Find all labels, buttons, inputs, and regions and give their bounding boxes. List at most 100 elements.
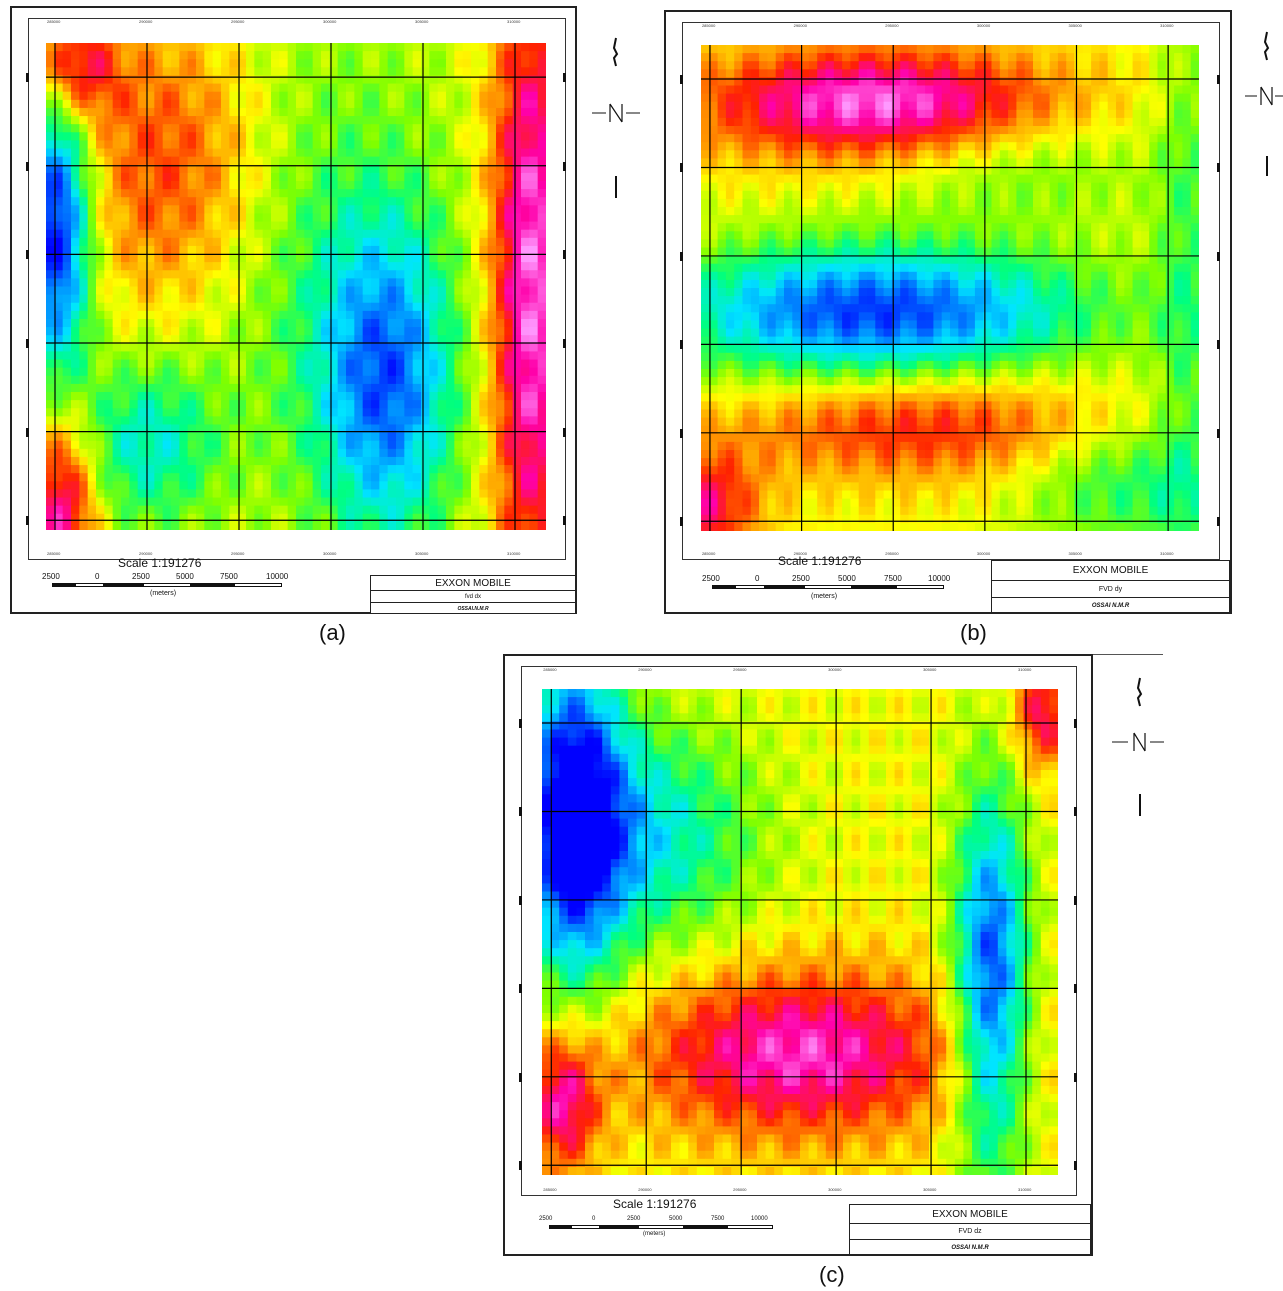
map-cell — [512, 416, 522, 426]
map-cell — [701, 134, 710, 143]
map-cell — [817, 182, 827, 192]
map-cell — [742, 101, 752, 111]
map-cell — [329, 270, 339, 279]
map-cell — [446, 237, 455, 247]
map-cell — [1016, 215, 1026, 224]
map-cell — [171, 416, 180, 426]
map-cell — [454, 513, 464, 523]
map-cell — [925, 126, 934, 135]
map-cell — [171, 124, 180, 133]
map-cell — [204, 375, 214, 385]
map-cell — [750, 223, 760, 232]
map-cell — [437, 513, 447, 523]
map-cell — [329, 189, 339, 198]
map-cell — [162, 164, 172, 174]
map-cell — [179, 172, 189, 182]
map-cell — [1107, 207, 1117, 216]
map-cell — [262, 91, 272, 101]
map-cell — [146, 440, 155, 450]
map-cell — [734, 142, 744, 151]
map-cell — [237, 99, 247, 109]
map-cell — [521, 513, 530, 523]
map-cell — [79, 91, 89, 101]
map-cell — [504, 221, 514, 231]
map-cell — [808, 109, 818, 119]
map-cell — [1074, 198, 1084, 208]
map-cell — [254, 473, 264, 482]
map-cell — [62, 51, 72, 60]
map-cell — [271, 318, 280, 328]
map-cell — [304, 172, 314, 182]
map-cell — [496, 440, 505, 450]
map-cell — [900, 166, 910, 176]
map-cell — [396, 91, 405, 101]
map-cell — [104, 473, 114, 482]
map-cell — [62, 148, 72, 158]
map-cell — [137, 245, 147, 255]
map-cell — [775, 101, 785, 111]
map-cell — [784, 85, 793, 95]
map-cell — [137, 481, 147, 491]
map-cell — [337, 481, 347, 491]
map-cell — [462, 318, 472, 328]
map-cell — [1116, 207, 1125, 216]
map-cell — [387, 392, 397, 401]
map-cell — [396, 245, 405, 255]
map-cell — [271, 237, 280, 247]
map-cell — [471, 99, 480, 109]
map-cell — [137, 294, 147, 304]
map-cell — [187, 270, 197, 279]
map-cell — [262, 180, 272, 190]
map-cell — [471, 310, 480, 320]
map-cell — [79, 302, 89, 312]
map-cell — [462, 416, 472, 426]
map-cell — [62, 448, 72, 458]
map-cell — [429, 327, 439, 336]
map-cell — [1016, 93, 1026, 103]
map-cell — [529, 440, 539, 450]
map-cell — [237, 335, 247, 344]
map-cell — [54, 229, 64, 239]
map-cell — [925, 182, 934, 192]
map-cell — [146, 189, 155, 198]
map-cell — [1140, 109, 1150, 119]
map-cell — [521, 189, 530, 198]
map-cell — [1082, 198, 1092, 208]
map-cell — [1008, 77, 1017, 87]
map-cell — [346, 59, 355, 68]
map-cell — [246, 481, 255, 491]
map-cell — [321, 456, 330, 466]
map-cell — [154, 132, 164, 141]
map-cell — [454, 408, 464, 417]
map-cell — [96, 481, 105, 491]
map-cell — [237, 262, 247, 271]
map-cell — [421, 448, 430, 458]
map-cell — [296, 400, 305, 409]
map-cell — [112, 505, 122, 515]
map-cell — [496, 375, 505, 385]
map-cell — [437, 294, 447, 304]
map-cell — [717, 150, 727, 159]
map-cell — [1074, 93, 1084, 103]
map-cell — [46, 262, 55, 271]
map-cell — [204, 107, 214, 117]
map-cell — [262, 124, 272, 133]
map-cell — [504, 424, 514, 434]
map-cell — [196, 473, 205, 482]
map-cell — [354, 383, 364, 393]
map-cell — [229, 351, 239, 361]
map-cell — [487, 59, 497, 68]
map-cell — [279, 448, 289, 458]
map-cell — [966, 166, 976, 176]
map-cell — [196, 116, 205, 125]
map-cell — [279, 310, 289, 320]
map-cell — [950, 150, 959, 159]
map-cell — [1149, 190, 1159, 200]
map-cell — [137, 424, 147, 434]
map-cell — [229, 172, 239, 182]
map-cell — [112, 318, 122, 328]
map-cell — [404, 432, 414, 442]
map-cell — [429, 505, 439, 515]
map-cell — [1182, 182, 1192, 192]
map-cell — [129, 51, 139, 60]
